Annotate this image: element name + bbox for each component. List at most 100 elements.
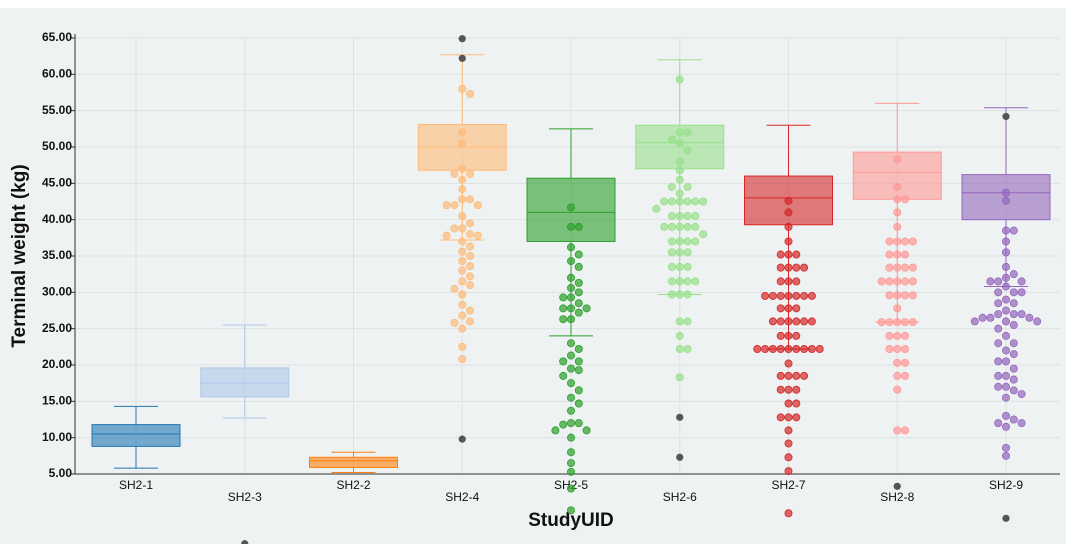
data-point xyxy=(567,315,576,324)
y-tick-label: 45.00 xyxy=(42,176,72,190)
data-point xyxy=(1009,339,1018,348)
data-point xyxy=(450,224,459,233)
data-point xyxy=(784,345,793,354)
data-point xyxy=(792,399,801,408)
data-point xyxy=(559,293,568,302)
data-point xyxy=(567,467,576,476)
data-point xyxy=(1002,248,1011,257)
data-point xyxy=(567,459,576,468)
data-point xyxy=(567,406,576,415)
data-point xyxy=(893,222,902,231)
data-point xyxy=(683,317,692,326)
box xyxy=(91,424,181,447)
data-point xyxy=(1002,357,1011,366)
data-point xyxy=(784,385,793,394)
data-point xyxy=(567,283,576,292)
data-point xyxy=(1002,262,1011,271)
data-point xyxy=(691,277,700,286)
data-point xyxy=(1009,415,1018,424)
data-point xyxy=(792,263,801,272)
data-point xyxy=(675,189,684,198)
data-point xyxy=(901,371,910,380)
data-point xyxy=(908,237,917,246)
x-tick-label: SH2-7 xyxy=(771,478,805,492)
data-point xyxy=(784,304,793,313)
data-point xyxy=(1009,350,1018,359)
data-point xyxy=(559,420,568,429)
data-point xyxy=(784,208,793,217)
data-point xyxy=(784,467,793,476)
data-point xyxy=(675,277,684,286)
data-point xyxy=(683,146,692,155)
data-point xyxy=(994,277,1003,286)
data-point xyxy=(800,317,809,326)
data-point xyxy=(792,304,801,313)
data-point xyxy=(574,345,583,354)
data-point xyxy=(885,237,894,246)
outlier xyxy=(458,435,466,443)
data-point xyxy=(667,222,676,231)
data-point xyxy=(893,358,902,367)
data-point xyxy=(675,237,684,246)
y-tick-label: 5.00 xyxy=(49,466,73,480)
data-point xyxy=(442,201,451,210)
data-point xyxy=(675,175,684,184)
data-point xyxy=(784,413,793,422)
data-point xyxy=(458,164,467,173)
data-point xyxy=(1002,451,1011,460)
data-point xyxy=(1009,321,1018,330)
data-point xyxy=(908,277,917,286)
data-point xyxy=(567,351,576,360)
data-point xyxy=(667,248,676,257)
data-point xyxy=(901,263,910,272)
data-point xyxy=(1017,310,1026,319)
data-point xyxy=(675,317,684,326)
data-point xyxy=(792,385,801,394)
data-point xyxy=(683,290,692,299)
data-point xyxy=(994,419,1003,428)
data-point xyxy=(885,250,894,259)
data-point xyxy=(450,169,459,178)
data-point xyxy=(807,345,816,354)
data-point xyxy=(1002,371,1011,380)
data-point xyxy=(792,291,801,300)
outlier xyxy=(893,482,901,490)
data-point xyxy=(893,291,902,300)
data-point xyxy=(466,89,475,98)
data-point xyxy=(660,222,669,231)
data-point xyxy=(683,237,692,246)
data-point xyxy=(691,197,700,206)
data-point xyxy=(1009,310,1018,319)
data-point xyxy=(458,342,467,351)
data-point xyxy=(893,385,902,394)
x-tick-label: SH2-4 xyxy=(445,490,479,504)
x-tick-label: SH2-2 xyxy=(336,478,370,492)
data-point xyxy=(574,357,583,366)
y-axis-title: Terminal weight (kg) xyxy=(9,164,30,347)
data-point xyxy=(466,317,475,326)
data-point xyxy=(901,195,910,204)
data-point xyxy=(776,317,785,326)
y-tick-label: 60.00 xyxy=(42,67,72,81)
data-point xyxy=(458,195,467,204)
data-point xyxy=(994,299,1003,308)
data-point xyxy=(1002,422,1011,431)
data-point xyxy=(567,448,576,457)
data-point xyxy=(1017,288,1026,297)
data-point xyxy=(683,182,692,191)
data-point xyxy=(582,304,591,313)
data-point xyxy=(574,288,583,297)
data-point xyxy=(567,379,576,388)
data-point xyxy=(901,358,910,367)
data-point xyxy=(776,277,785,286)
data-point xyxy=(768,317,777,326)
data-point xyxy=(784,359,793,368)
outlier xyxy=(458,35,466,43)
data-point xyxy=(784,371,793,380)
data-point xyxy=(1002,237,1011,246)
data-point xyxy=(675,212,684,221)
data-point xyxy=(776,413,785,422)
data-point xyxy=(458,300,467,309)
data-point xyxy=(815,345,824,354)
data-point xyxy=(458,128,467,137)
